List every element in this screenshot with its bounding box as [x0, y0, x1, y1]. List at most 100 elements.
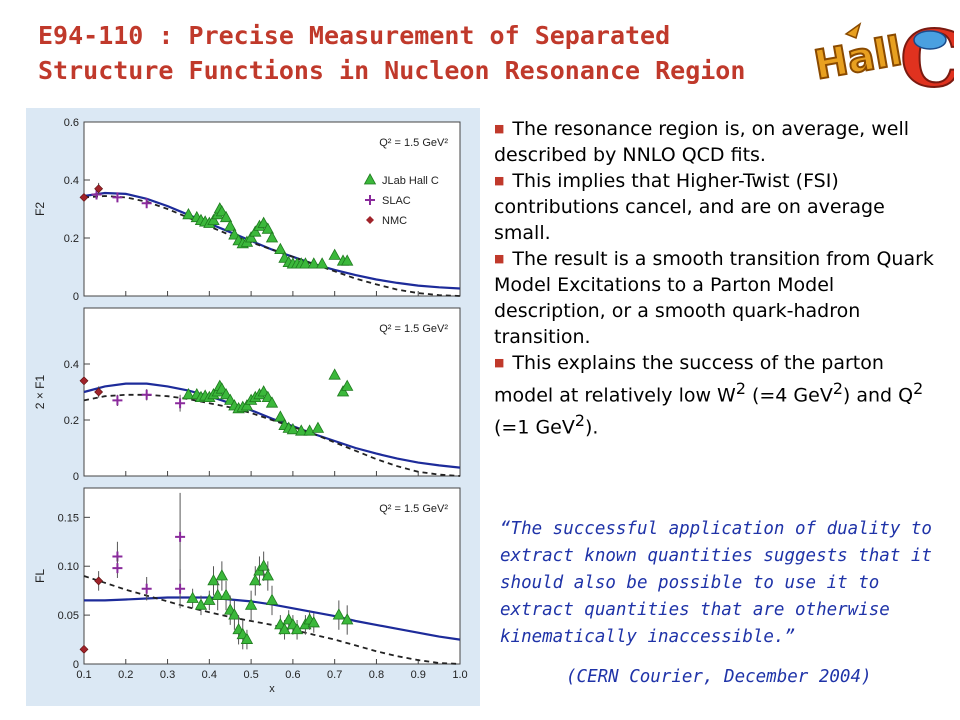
jlab-data-point	[274, 242, 287, 254]
jlab-data-point	[261, 222, 274, 234]
legend-label: SLAC	[382, 195, 411, 207]
x-tick-label: 0.4	[202, 669, 217, 681]
slide-title: E94-110 : Precise Measurement of Separat…	[38, 18, 828, 88]
hall-c-logo: Hall C	[810, 13, 954, 96]
q2-annotation: Q² = 1.5 GeV²	[379, 503, 448, 515]
jlab-data-point	[257, 559, 270, 571]
x-tick-label: 1.0	[452, 669, 467, 681]
jlab-data-point	[265, 231, 279, 243]
jlab-data-point	[265, 593, 279, 605]
nmc-data-point	[79, 644, 89, 654]
y-tick-label: 0.05	[58, 610, 79, 622]
jlab-data-point	[311, 421, 325, 433]
structure-function-plots: 0 0.2 0.4 0.6 F2 Q² = 1.5 GeV² JLab Hall C SLAC…	[26, 108, 480, 706]
jlab-data-point	[341, 613, 354, 625]
legend-label: JLab Hall C	[382, 175, 439, 187]
jlab-data-point	[307, 616, 320, 628]
jlab-data-point	[219, 210, 233, 223]
jlab-data-point	[295, 424, 308, 436]
bullet-list: ■ The resonance region is, on average, we…	[494, 116, 944, 441]
bullet-item: ■ This implies that Higher-Twist (FSI) co…	[494, 170, 885, 244]
bullet-item: ■ This explains the success of the parton…	[494, 352, 924, 439]
legend-jlab-marker	[363, 173, 377, 185]
slac-data-point	[175, 531, 186, 542]
y-tick-label: 0.4	[64, 359, 79, 371]
x-tick-label: 0.1	[76, 669, 91, 681]
quote-source: (CERN Courier, December 2004)	[566, 667, 872, 687]
nmc-data-point	[94, 184, 104, 194]
slac-data-point	[112, 563, 123, 574]
jlab-data-point	[286, 422, 300, 435]
title-line-2: Structure Functions in Nucleon Resonance…	[38, 56, 746, 85]
bullet-item: ■ The result is a smooth transition from …	[494, 248, 934, 348]
slac-data-point	[91, 189, 102, 200]
legend-label: NMC	[382, 215, 407, 227]
jlab-data-point	[182, 207, 195, 220]
jlab-data-point	[244, 598, 258, 610]
jlab-data-point	[265, 396, 279, 408]
bullet-marker-icon: ■	[494, 174, 505, 187]
legend-slac-marker	[365, 195, 375, 205]
slac-data-point	[175, 583, 186, 594]
y-tick-label: 0	[73, 471, 79, 483]
plots-svg: 0 0.2 0.4 0.6 F2 Q² = 1.5 GeV² JLab Hall C SLAC…	[33, 117, 468, 695]
jlab-data-point	[315, 257, 329, 269]
jlab-data-point	[328, 248, 341, 260]
x-axis-label: x	[269, 683, 275, 695]
y-axis-label: FL	[33, 569, 47, 583]
jlab-data-point	[211, 588, 224, 600]
q2-annotation: Q² = 1.5 GeV²	[379, 137, 448, 149]
jlab-data-point	[215, 205, 229, 217]
x-tick-label: 0.2	[118, 669, 133, 681]
quote-text: “The successful application of duality t…	[500, 519, 932, 647]
jlab-data-point	[249, 574, 262, 586]
x-tick-label: 0.9	[411, 669, 426, 681]
title-line-1: E94-110 : Precise Measurement of Separat…	[38, 21, 671, 50]
nmc-data-point	[79, 192, 89, 202]
jlab-data-point	[215, 569, 229, 581]
jlab-data-point	[328, 368, 341, 380]
jlab-data-point	[240, 632, 254, 644]
y-axis-label: F2	[33, 202, 47, 216]
slac-data-point	[112, 395, 123, 406]
bullet-item: ■ The resonance region is, on average, we…	[494, 118, 910, 166]
legend-nmc-marker	[366, 216, 374, 224]
slac-data-point	[141, 389, 152, 400]
svg-text:C: C	[900, 14, 954, 96]
x-tick-label: 0.6	[285, 669, 300, 681]
y-tick-label: 0.15	[58, 512, 79, 524]
jlab-data-point	[228, 228, 241, 240]
y-axis-label: 2 × F1	[33, 375, 47, 410]
y-tick-label: 0.4	[64, 175, 79, 187]
slac-data-point	[175, 398, 186, 409]
y-tick-label: 0.2	[64, 233, 79, 245]
jlab-data-point	[341, 254, 354, 266]
bullet-marker-icon: ■	[494, 252, 505, 265]
jlab-data-point	[228, 608, 241, 620]
svg-text:Hall: Hall	[811, 28, 906, 89]
jlab-data-point	[261, 569, 274, 581]
x-tick-label: 0.8	[369, 669, 384, 681]
nmc-data-point	[79, 376, 89, 386]
jlab-data-point	[224, 219, 237, 231]
jlab-data-point	[257, 216, 270, 228]
jlab-data-point	[186, 591, 199, 603]
jlab-data-point	[207, 213, 220, 225]
jlab-data-point	[307, 257, 320, 269]
plot-frame	[83, 487, 461, 665]
jlab-data-point	[244, 231, 258, 243]
bullet-marker-icon: ■	[494, 356, 505, 369]
x-tick-label: 0.5	[243, 669, 258, 681]
jlab-data-point	[249, 225, 262, 237]
nmc-data-point	[94, 576, 104, 586]
nnlo-fit-curve	[83, 382, 461, 469]
slac-data-point	[141, 198, 152, 209]
jlab-data-point	[299, 257, 312, 269]
slac-data-point	[112, 192, 123, 203]
x-tick-label: 0.3	[160, 669, 175, 681]
y-tick-label: 0.10	[58, 561, 79, 573]
x-tick-label: 0.7	[327, 669, 342, 681]
jlab-data-point	[240, 399, 254, 411]
y-tick-label: 0	[73, 291, 79, 303]
jlab-data-point	[341, 379, 354, 391]
